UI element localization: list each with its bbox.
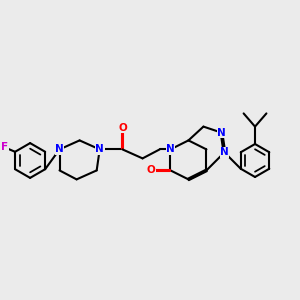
- Text: O: O: [147, 165, 155, 176]
- Text: N: N: [217, 128, 226, 138]
- Text: N: N: [55, 144, 64, 154]
- Text: F: F: [1, 142, 8, 152]
- Text: N: N: [166, 144, 175, 154]
- Text: O: O: [118, 122, 127, 133]
- Text: N: N: [95, 144, 104, 154]
- Text: N: N: [220, 147, 229, 158]
